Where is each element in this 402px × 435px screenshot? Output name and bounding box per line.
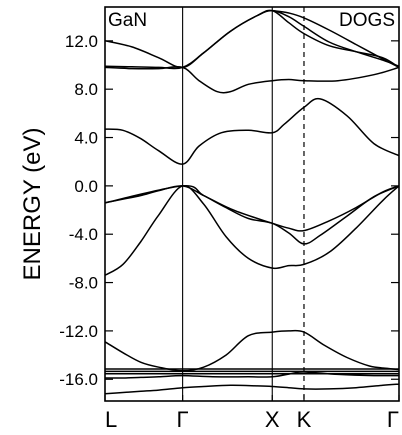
- band-line-2: [104, 371, 400, 379]
- band-line-14: [272, 9, 400, 69]
- y-tick-label-2: 8.0: [74, 80, 98, 99]
- band-lines-group: [104, 9, 400, 395]
- y-tick-label-7: -12.0: [59, 322, 98, 341]
- x-tick-label-4: K: [297, 407, 312, 430]
- y-axis-title: ENERGY (eV): [19, 128, 46, 281]
- x-tick-label-2: Γ: [177, 407, 189, 430]
- band-line-11: [104, 65, 400, 94]
- band-line-10: [104, 97, 400, 165]
- method-label: DOGS: [339, 10, 395, 31]
- x-tick-label-1: L: [105, 407, 117, 430]
- y-tick-label-3: 4.0: [74, 129, 98, 148]
- plot-frame: [104, 6, 400, 402]
- material-label: GaN: [108, 10, 147, 31]
- x-tick-label-3: X: [265, 407, 280, 430]
- x-tick-label-5: Γ: [387, 407, 399, 430]
- band-line-9: [104, 185, 400, 232]
- y-tick-label-1: 12.0: [65, 32, 98, 51]
- y-tick-label-4: 0.0: [74, 177, 98, 196]
- band-line-6: [104, 329, 400, 372]
- y-tick-label-8: -16.0: [59, 370, 98, 389]
- y-tick-label-6: -8.0: [69, 274, 98, 293]
- y-axis-ticks-group: 12.0 8.0 4.0 0.0 -4.0 -8.0 -12.0 -16.0: [59, 32, 399, 389]
- band-line-7: [104, 185, 400, 276]
- band-line-1: [104, 383, 400, 395]
- y-tick-label-5: -4.0: [69, 225, 98, 244]
- kpoint-lines-group: [182, 7, 305, 401]
- band-line-13: [104, 9, 400, 70]
- band-line-8: [104, 185, 400, 245]
